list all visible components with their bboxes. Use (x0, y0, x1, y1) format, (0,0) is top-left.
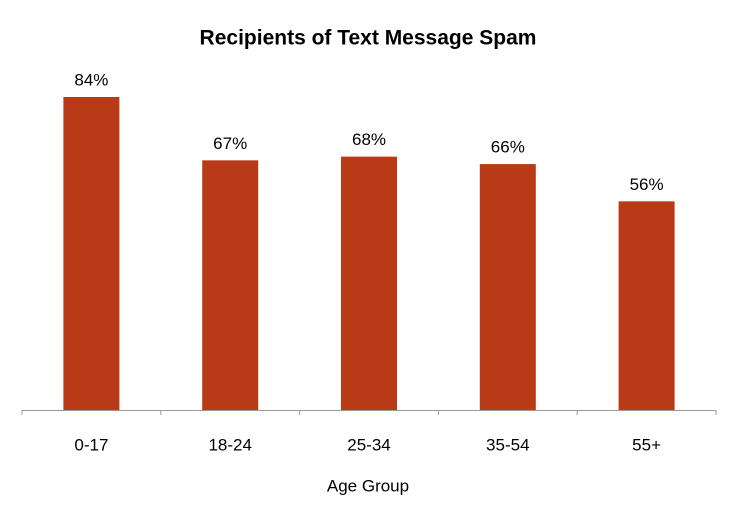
bar (618, 201, 675, 410)
value-label: 56% (630, 175, 664, 194)
bar (341, 156, 397, 410)
x-tick-label: 55+ (632, 435, 661, 454)
x-tick-label: 35-54 (486, 435, 529, 454)
bar (202, 160, 259, 410)
bar (479, 164, 536, 410)
x-tick-label: 0-17 (74, 435, 108, 454)
x-tick-label: 18-24 (208, 435, 251, 454)
value-label: 66% (491, 138, 525, 157)
value-label: 67% (213, 134, 247, 153)
bar (63, 97, 120, 410)
value-label: 84% (74, 70, 108, 89)
value-label: 68% (352, 130, 386, 149)
x-tick-label: 25-34 (347, 435, 390, 454)
x-axis-title: Age Group (327, 476, 409, 495)
chart-title: Recipients of Text Message Spam (200, 27, 537, 50)
